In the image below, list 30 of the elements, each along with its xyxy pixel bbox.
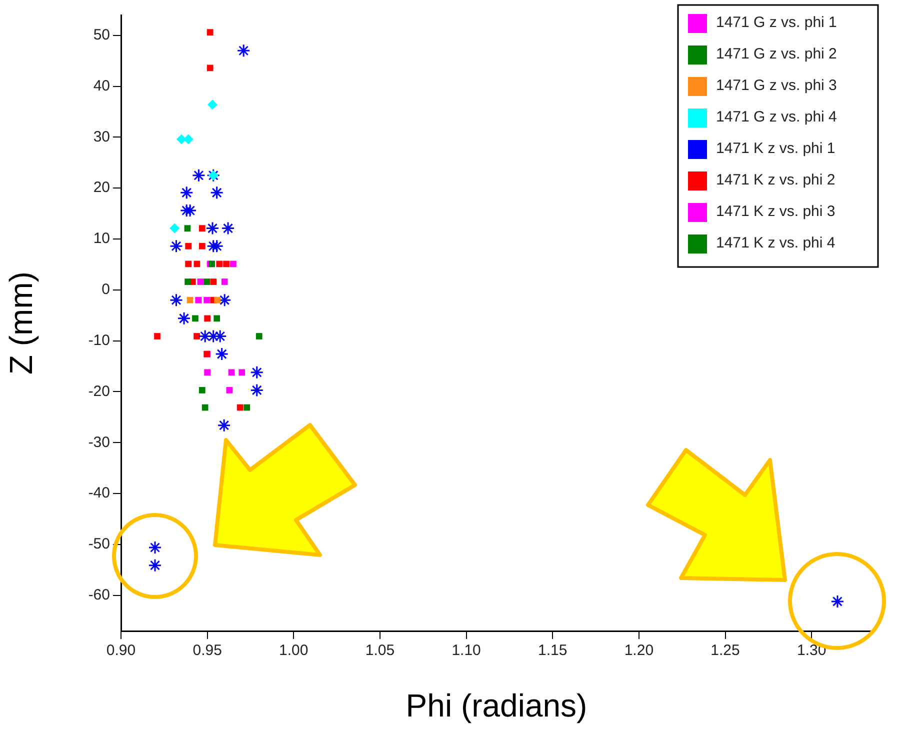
y-tick-label: 0 [102, 281, 110, 298]
legend-label: 1471 G z vs. phi 1 [716, 14, 837, 32]
x-tick-label: 0.90 [106, 642, 136, 660]
legend-label: 1471 K z vs. phi 4 [716, 234, 836, 252]
y-tick-label: -10 [88, 332, 110, 349]
y-tick-label: -50 [88, 536, 110, 553]
x-tick-label: 1.15 [538, 642, 568, 660]
y-tick-label: -60 [88, 586, 110, 604]
legend-label: 1471 K z vs. phi 3 [716, 203, 836, 220]
legend-label: 1471 G z vs. phi 3 [716, 77, 837, 94]
x-tick-label: 1.00 [279, 642, 308, 660]
y-tick-label: 10 [93, 230, 110, 248]
legend-label: 1471 G z vs. phi 4 [716, 108, 837, 126]
y-tick-label: -40 [88, 484, 110, 502]
y-axis-title: Z (mm) [3, 271, 40, 375]
legend-label: 1471 K z vs. phi 1 [716, 140, 836, 158]
x-tick-label: 1.25 [710, 642, 740, 660]
x-tick-label: 1.10 [452, 642, 481, 660]
y-tick-label: -30 [88, 434, 110, 451]
x-tick-label: 1.20 [624, 642, 654, 660]
y-tick-label: 50 [93, 26, 110, 44]
y-tick-label: -20 [88, 382, 110, 400]
y-tick-label: 40 [93, 77, 110, 94]
y-tick-label: 20 [93, 179, 110, 196]
y-tick-label: 30 [93, 128, 110, 146]
legend-label: 1471 K z vs. phi 2 [716, 172, 836, 189]
legend-label: 1471 G z vs. phi 2 [716, 46, 837, 63]
x-axis-title: Phi (radians) [406, 688, 588, 724]
x-tick-label: 0.95 [192, 642, 222, 660]
x-tick-label: 1.05 [365, 642, 395, 660]
